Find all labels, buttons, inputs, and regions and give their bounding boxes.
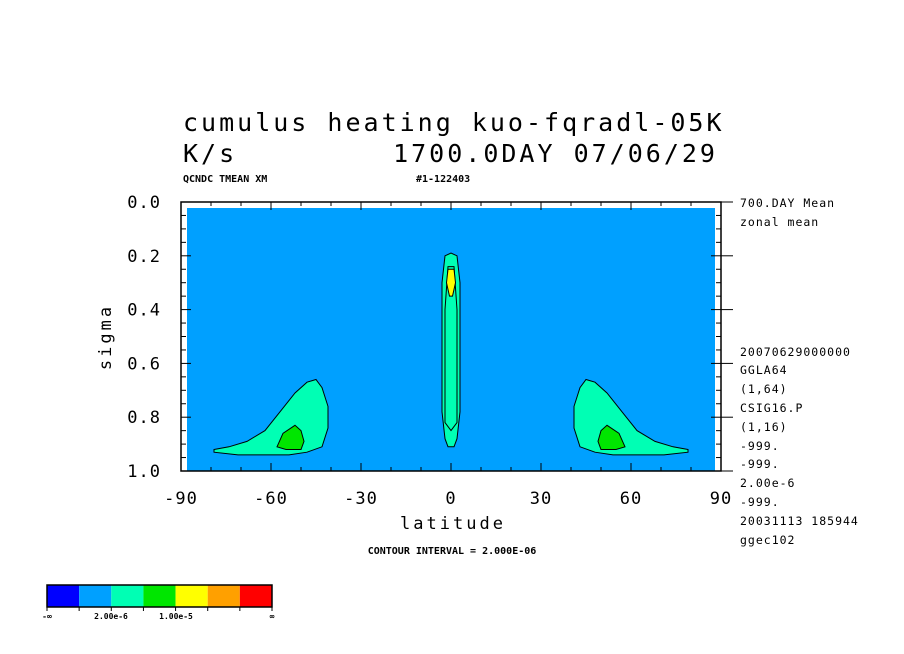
y-tick-label: 0.6	[127, 354, 161, 374]
colorbar-swatch	[175, 585, 208, 607]
contour-regions	[213, 252, 689, 456]
colorbar-swatch	[47, 585, 80, 607]
side-info-line: (1,64)	[740, 382, 788, 396]
contour-interval: CONTOUR INTERVAL = 2.000E-06	[368, 546, 537, 557]
colorbar-swatch	[111, 585, 144, 607]
x-tick-label: -30	[344, 489, 378, 509]
x-tick-label: -60	[254, 489, 288, 509]
y-tick-label: 0.2	[127, 247, 161, 267]
x-tick-label: 0	[445, 489, 456, 509]
side-info-line: 20070629000000	[740, 345, 851, 359]
colorbar-label: 1.00e-5	[159, 612, 193, 621]
side-info-line: 700.DAY Mean	[740, 196, 835, 210]
colorbar-label: 2.00e-6	[94, 612, 128, 621]
x-tick-label: 30	[530, 489, 552, 509]
contour-region	[597, 424, 626, 450]
chart-title: cumulus heating kuo-fqradl-05K	[183, 108, 725, 137]
y-tick-label: 0.0	[127, 193, 161, 213]
side-info-line: -999.	[740, 439, 780, 453]
colorbar-swatch	[207, 585, 240, 607]
x-axis: -90 -60 -30 0 30 60 90	[164, 202, 732, 509]
contour-region	[444, 266, 458, 432]
x-axis-label: latitude	[400, 514, 506, 534]
y-tick-label: 0.8	[127, 408, 161, 428]
chart-subtitle-left: QCNDC TMEAN XM	[183, 174, 267, 185]
x-tick-label: 90	[710, 489, 732, 509]
y-tick-label: 0.4	[127, 301, 161, 321]
chart-subtitle-right: #1-122403	[416, 174, 470, 185]
side-info-line: (1,16)	[740, 420, 788, 434]
colorbar	[46, 584, 273, 611]
side-info-line: 2.00e-6	[740, 476, 795, 490]
colorbar-swatch	[79, 585, 112, 607]
side-info-line: -999.	[740, 457, 780, 471]
chart-time: 1700.0DAY 07/06/29	[393, 139, 718, 168]
colorbar-swatch	[143, 585, 176, 607]
side-info-line: 20031113 185944	[740, 514, 859, 528]
x-tick-label: -90	[164, 489, 198, 509]
chart-units: K/s	[183, 139, 237, 168]
y-axis: 0.0 0.2 0.4 0.6 0.8 1.0	[127, 193, 733, 482]
colorbar-label: ∞	[270, 612, 275, 621]
side-info-line: ggec102	[740, 533, 795, 547]
x-tick-label: 60	[620, 489, 642, 509]
side-info-line: zonal mean	[740, 215, 819, 229]
side-info-line: CSIG16.P	[740, 401, 803, 415]
side-info-line: GGLA64	[740, 363, 788, 377]
contour-region	[276, 424, 305, 450]
colorbar-border	[46, 584, 273, 608]
colorbar-label: -∞	[42, 612, 52, 621]
side-info-line: -999.	[740, 495, 780, 509]
y-tick-label: 1.0	[127, 462, 161, 482]
colorbar-swatch	[239, 585, 272, 607]
contour-region	[445, 268, 457, 297]
y-axis-label: sigma	[96, 304, 116, 370]
side-info: 700.DAY Mean zonal mean 20070629000000 G…	[740, 196, 859, 547]
